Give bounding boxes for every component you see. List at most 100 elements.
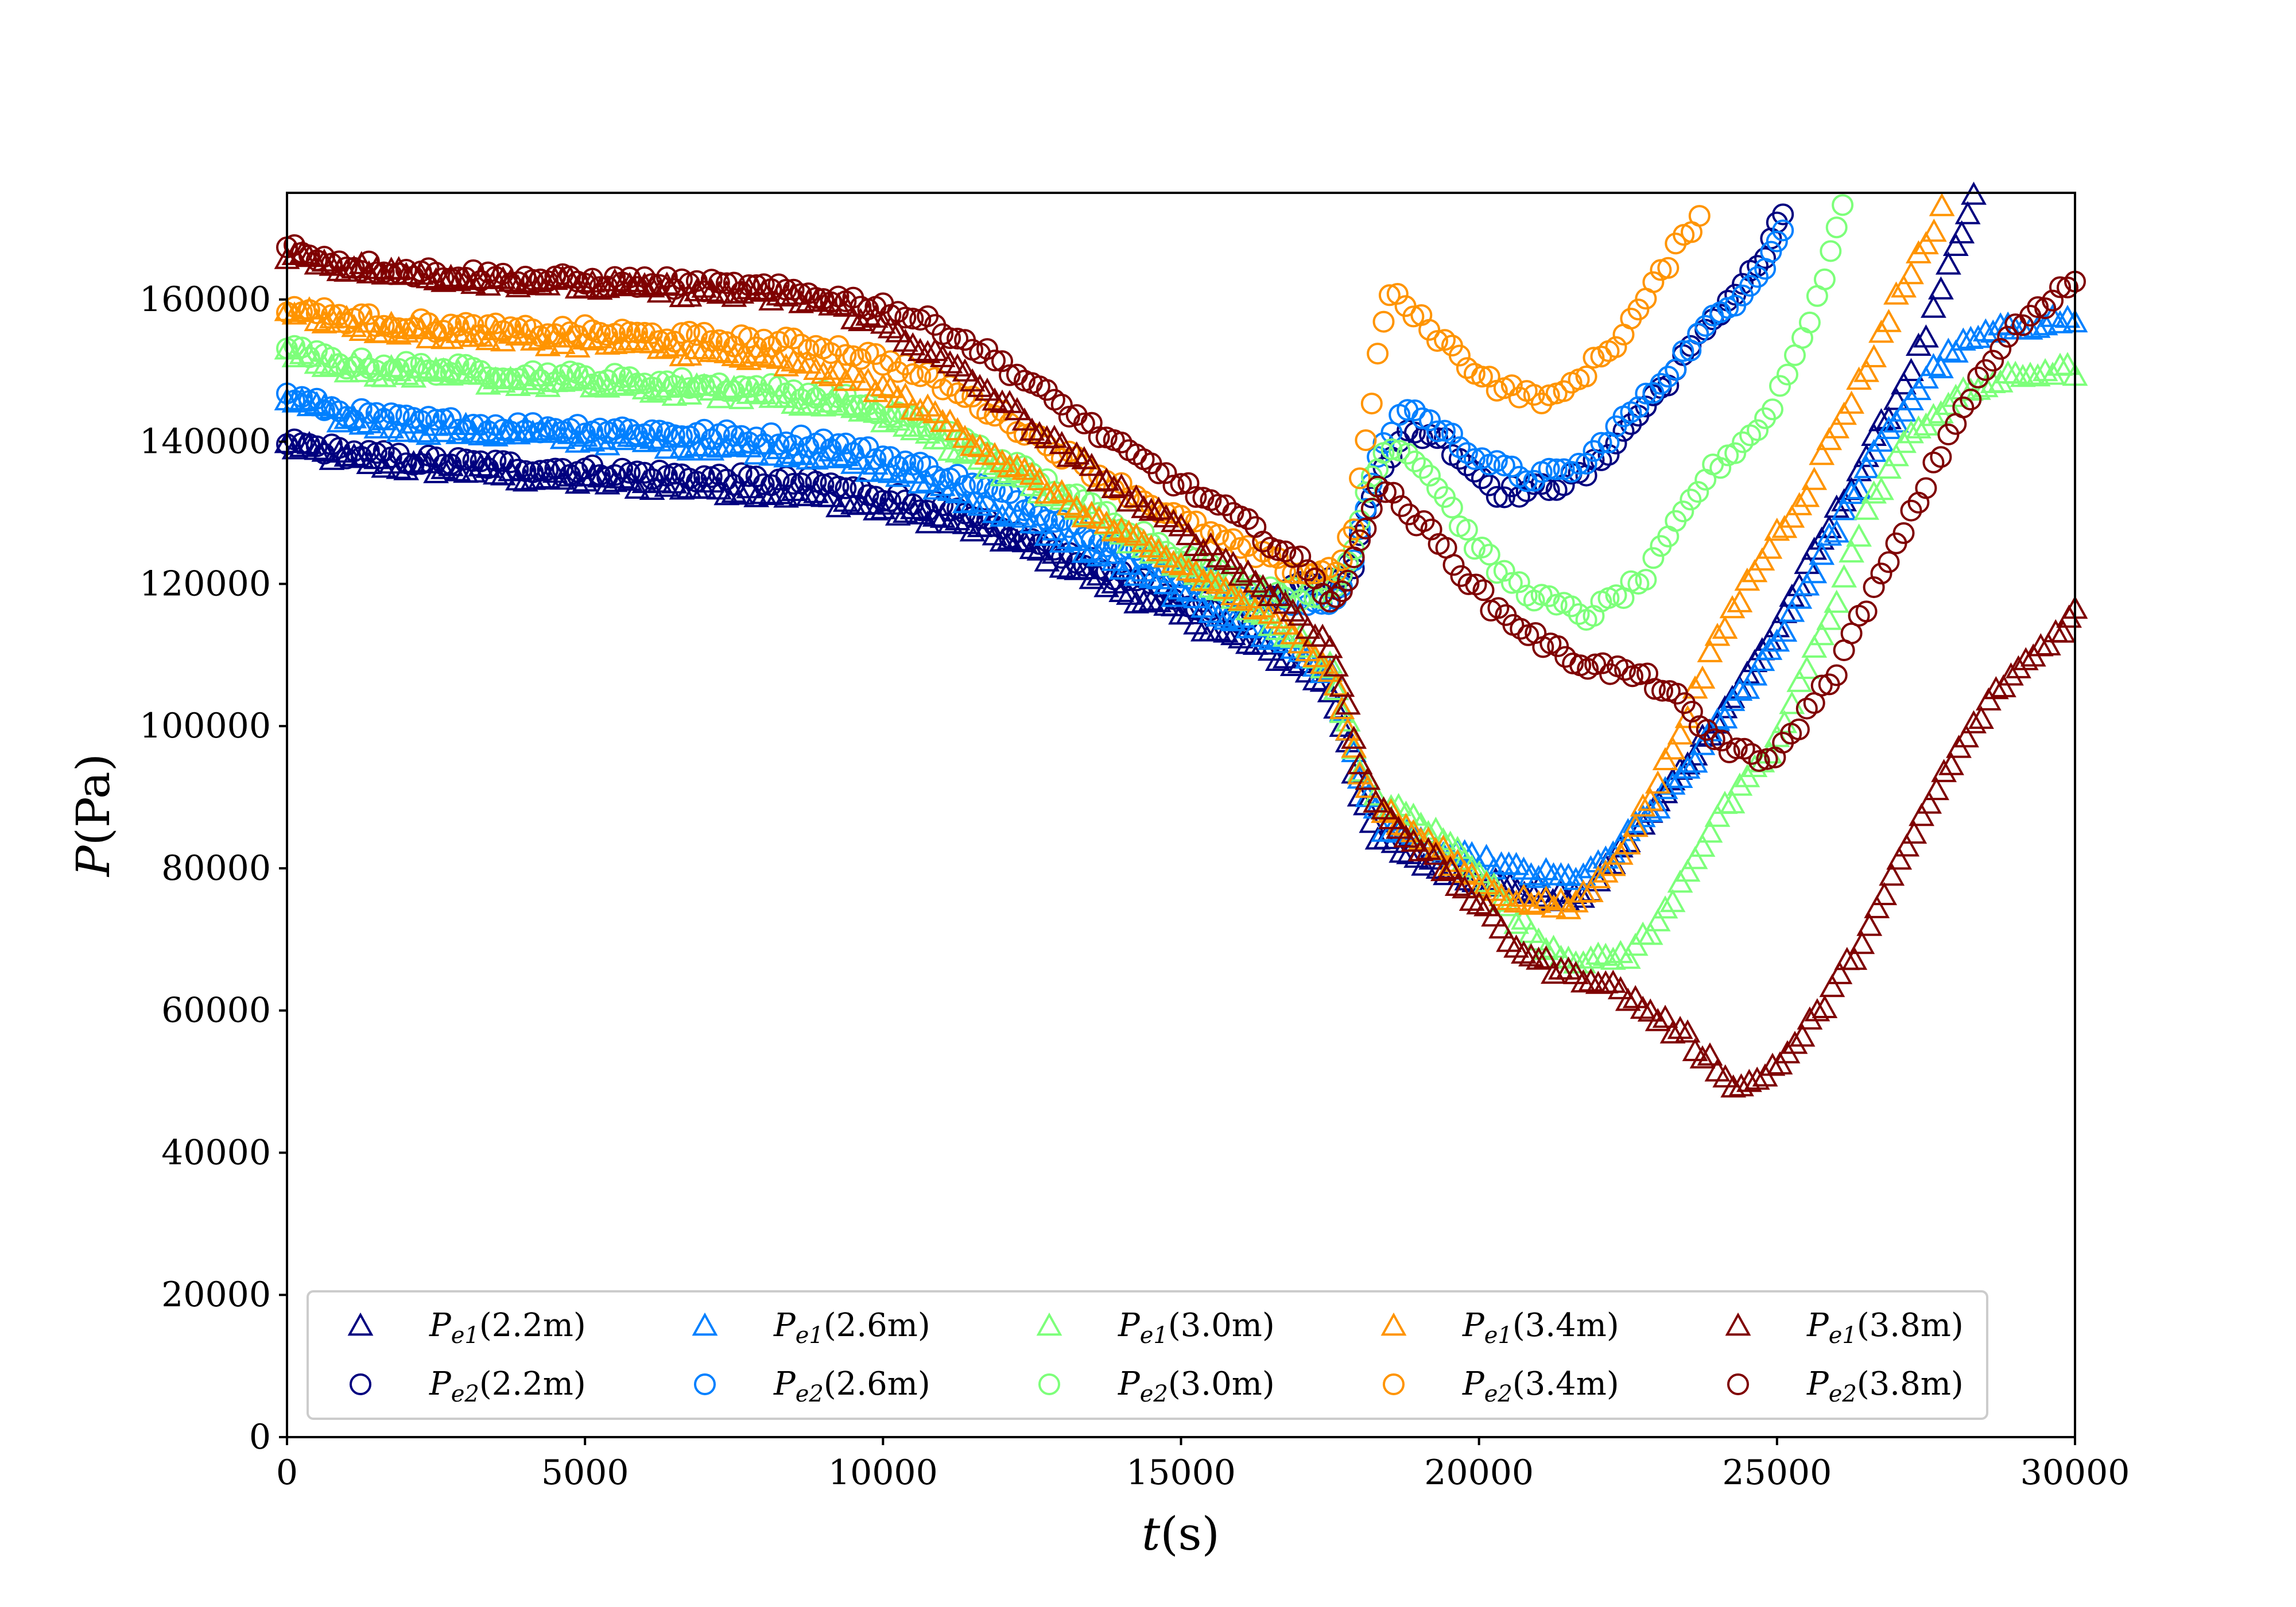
legend-entry-rest: (3.8m)	[1857, 1365, 1964, 1403]
data-point	[1349, 524, 1371, 546]
data-point	[1982, 350, 2004, 372]
data-point	[855, 302, 881, 326]
legend-entry-var: P	[1118, 1365, 1141, 1403]
data-point	[1108, 473, 1135, 497]
data-point	[499, 316, 522, 339]
data-point	[1235, 585, 1261, 608]
legend-entry-sub: e2	[1484, 1381, 1512, 1407]
data-point	[1787, 718, 1810, 740]
data-point	[1444, 872, 1471, 896]
data-point	[1928, 400, 1954, 424]
data-point	[812, 473, 835, 496]
data-point	[1652, 895, 1678, 919]
data-point	[313, 297, 335, 319]
data-point	[1198, 532, 1224, 556]
data-point	[1123, 484, 1149, 508]
data-point	[1478, 366, 1500, 388]
data-point	[1323, 677, 1349, 700]
data-point	[1058, 484, 1080, 506]
data-point	[1360, 486, 1383, 509]
legend-entry-var: P	[1118, 1307, 1141, 1344]
data-point	[1659, 888, 1686, 913]
y-axis-label: P(Pa)	[67, 754, 120, 878]
data-point	[907, 470, 933, 494]
data-point	[373, 315, 395, 337]
legend-entry-var: P	[1462, 1365, 1485, 1403]
data-point	[1727, 677, 1753, 701]
data-point	[743, 340, 770, 364]
data-point	[1459, 861, 1485, 885]
data-point	[1213, 606, 1239, 630]
data-point	[1942, 232, 1969, 256]
data-point	[989, 528, 1015, 552]
data-point	[641, 273, 663, 295]
data-point	[350, 446, 373, 468]
data-point	[1526, 890, 1552, 913]
legend-entry-sub: e2	[451, 1381, 479, 1407]
data-point	[1952, 396, 1975, 418]
data-point	[1779, 504, 1805, 528]
data-point	[1500, 374, 1523, 397]
data-point	[1756, 636, 1783, 660]
data-point	[1493, 455, 1515, 477]
data-point	[1472, 579, 1495, 601]
data-point	[1846, 366, 1872, 390]
data-point	[1794, 655, 1820, 679]
data-point	[1456, 442, 1478, 464]
data-point	[857, 484, 879, 506]
data-point	[1496, 887, 1522, 910]
data-point	[879, 490, 902, 513]
data-point	[1585, 865, 1611, 888]
data-point	[1523, 589, 1545, 612]
data-point	[1734, 676, 1760, 699]
data-point	[1282, 546, 1304, 568]
data-point	[1749, 547, 1775, 571]
data-point	[455, 448, 477, 471]
data-point	[1397, 442, 1419, 465]
data-point	[499, 367, 522, 390]
data-point	[870, 373, 896, 397]
data-point	[1347, 751, 1373, 775]
data-point	[1697, 1042, 1723, 1066]
data-point	[631, 376, 658, 399]
data-point	[1704, 804, 1731, 827]
legend-entry-rest: (2.6m)	[824, 1365, 930, 1403]
data-point	[989, 503, 1015, 527]
data-point	[1754, 247, 1777, 269]
data-point	[967, 374, 993, 397]
data-point	[1831, 401, 1857, 425]
data-point	[1317, 679, 1343, 702]
data-point	[1101, 475, 1127, 498]
data-point	[395, 318, 417, 340]
data-point	[1712, 1064, 1739, 1088]
data-point	[522, 269, 544, 291]
data-point	[982, 500, 1008, 523]
data-point	[848, 308, 874, 331]
data-point	[669, 434, 695, 459]
data-point	[1652, 1004, 1678, 1028]
data-point	[1614, 659, 1636, 681]
legend-marker	[1036, 1312, 1062, 1336]
data-point	[373, 407, 395, 430]
data-point	[499, 272, 522, 294]
data-point	[1599, 663, 1622, 685]
data-point	[425, 364, 447, 386]
data-point	[395, 452, 417, 475]
x-tick-label: 25000	[1722, 1453, 1832, 1493]
data-point	[440, 453, 462, 476]
data-point	[544, 457, 567, 480]
data-point	[1906, 332, 1932, 356]
data-point	[1853, 496, 1879, 520]
data-point	[537, 459, 559, 481]
data-point	[358, 303, 380, 325]
data-point	[924, 418, 947, 441]
data-point	[870, 409, 896, 433]
data-point	[1360, 465, 1383, 487]
data-point	[974, 377, 1000, 401]
data-point	[991, 350, 1013, 372]
data-point	[937, 510, 963, 534]
data-point	[1050, 394, 1073, 416]
data-point	[387, 358, 410, 380]
data-point	[298, 346, 320, 368]
